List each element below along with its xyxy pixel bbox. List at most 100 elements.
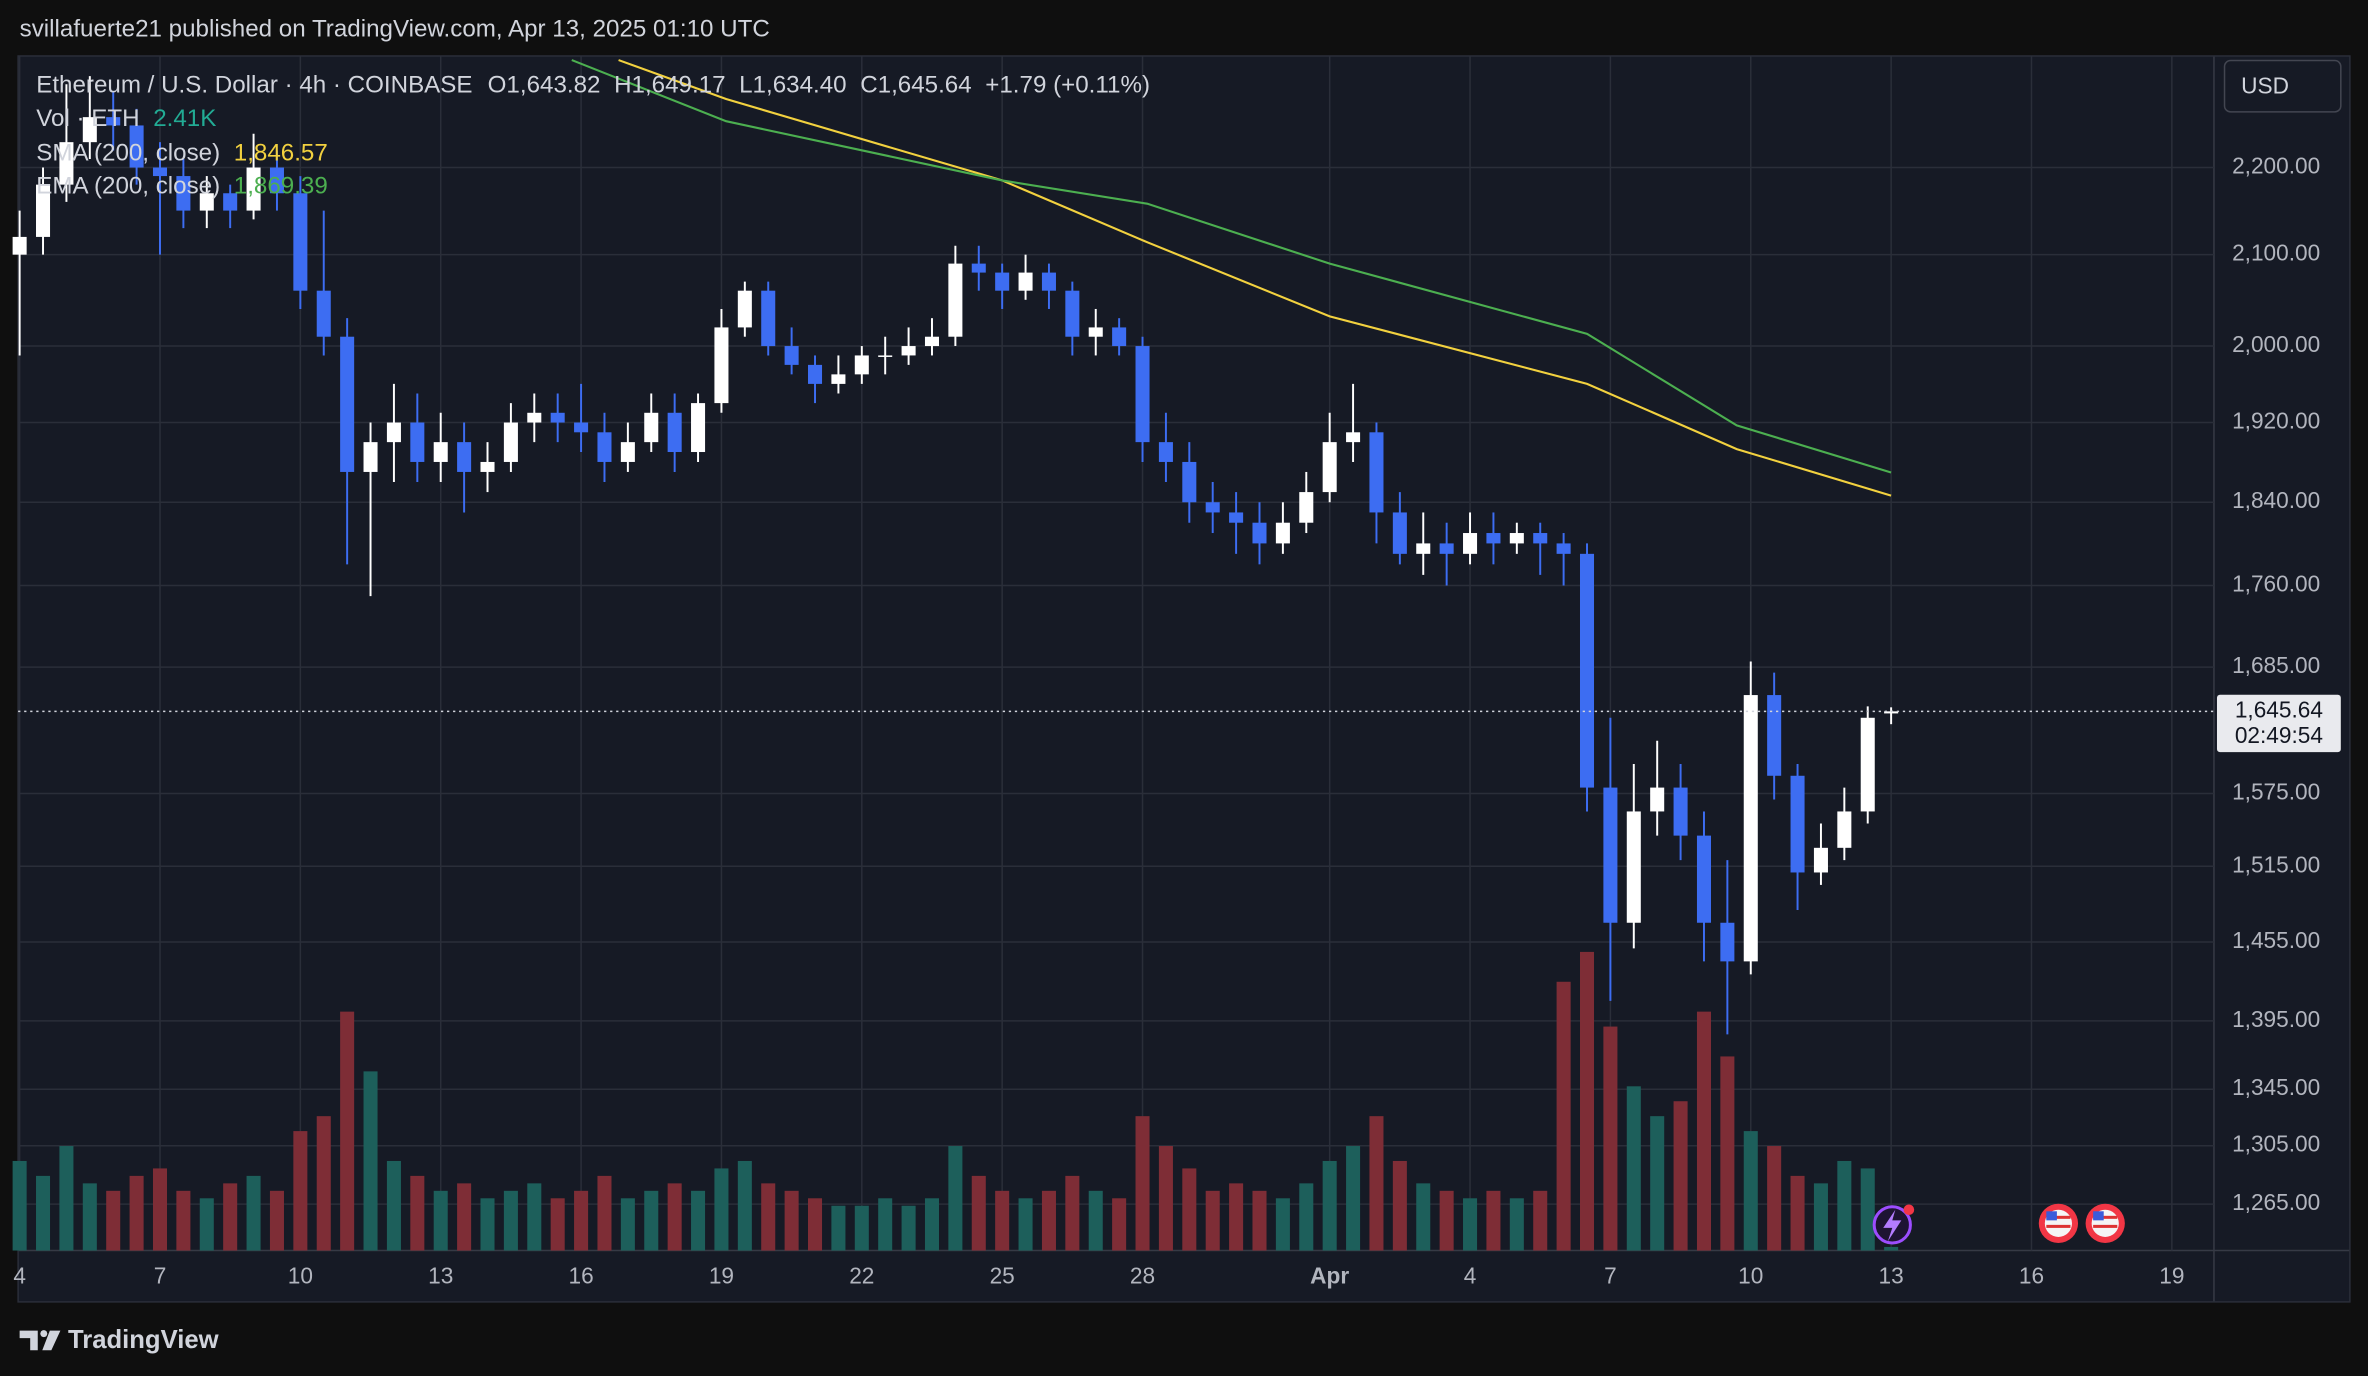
volume-bar — [386, 1160, 401, 1251]
volume-bar — [644, 1190, 659, 1251]
candle-body — [340, 336, 355, 472]
brand-logo: TradingView — [19, 1326, 219, 1354]
flag-stripe — [2046, 1215, 2071, 1219]
y-tick-label: 1,305.00 — [2232, 1131, 2320, 1157]
symbol-title: Ethereum / U.S. Dollar · 4h · COINBASE — [36, 72, 472, 99]
volume-bar — [1509, 1198, 1524, 1251]
y-tick-label: 1,575.00 — [2232, 779, 2320, 805]
currency[interactable]: USD — [2241, 73, 2289, 99]
candle-body — [199, 193, 214, 211]
volume-bar — [1346, 1146, 1361, 1251]
candle-body — [574, 422, 589, 433]
label-layer: 2,200.00 2,100.00 2,000.00 1,920.00 1,840.00… — [13, 72, 2341, 1289]
candle-body — [1018, 272, 1033, 291]
volume-bar — [129, 1175, 144, 1251]
candle-body — [480, 461, 495, 472]
x-tick-label: 10 — [288, 1263, 313, 1289]
price-tag-label: 1,645.64 — [2235, 696, 2323, 722]
volume-bar — [620, 1198, 635, 1251]
volume-bar — [737, 1160, 752, 1251]
volume-bar — [433, 1190, 448, 1251]
volume-bar — [1158, 1146, 1173, 1251]
volume-bar — [1299, 1183, 1314, 1251]
notify-dot — [1903, 1204, 1915, 1216]
candle-body — [854, 355, 869, 375]
candle-body — [1205, 502, 1220, 513]
candle-body — [1229, 512, 1244, 523]
volume-bar — [924, 1198, 940, 1251]
volume-bar — [36, 1175, 51, 1251]
legend-value: 2.41K — [153, 105, 216, 132]
candle-body — [597, 432, 612, 462]
volume-bar — [1603, 1026, 1618, 1251]
change-label: +1.79 (+0.11%) — [985, 72, 1150, 99]
volume-bar — [82, 1183, 97, 1251]
legend-value: 1,869.39 — [234, 173, 328, 200]
volume-bar — [550, 1198, 565, 1251]
volume-bar — [1065, 1175, 1080, 1251]
volume-bar — [831, 1205, 846, 1251]
candle-body — [1135, 346, 1150, 443]
volume-bar — [12, 1160, 27, 1251]
candle-body — [1650, 787, 1665, 812]
volume-bar — [1088, 1190, 1103, 1251]
event-icons — [1872, 1203, 2125, 1245]
volume-bar — [1369, 1116, 1384, 1251]
x-tick-label: 13 — [428, 1263, 453, 1289]
candle-body — [59, 142, 74, 185]
volume-bar — [59, 1146, 74, 1251]
candle-body — [1041, 272, 1056, 291]
volume-bar — [363, 1071, 378, 1251]
legend-name: SMA (200, close) — [36, 140, 220, 167]
candle-body — [1673, 787, 1688, 836]
volume-bar — [152, 1168, 168, 1251]
volume-bar — [1556, 981, 1571, 1251]
candle-body — [457, 442, 472, 472]
candle-body — [761, 290, 776, 347]
candle-body — [152, 167, 168, 177]
volume-bar — [878, 1198, 893, 1251]
candle-body — [1486, 533, 1501, 544]
candle-body — [363, 442, 378, 472]
candle-body — [1088, 327, 1103, 337]
y-tick-label: 2,000.00 — [2232, 331, 2320, 357]
candle-body — [410, 422, 425, 462]
x-tick-label: 16 — [2019, 1263, 2044, 1289]
candle-body — [1743, 695, 1758, 962]
volume-bar — [527, 1183, 542, 1251]
candle-body — [1369, 432, 1384, 513]
logo-glyph — [40, 1330, 48, 1338]
price-tag — [2216, 694, 2341, 753]
x-tick-label: 19 — [2159, 1263, 2184, 1289]
volume-bar — [1018, 1198, 1033, 1251]
volume-bar — [597, 1175, 612, 1251]
volume-bar — [223, 1183, 238, 1251]
candle-body — [1112, 327, 1127, 347]
logo-glyph — [19, 1330, 38, 1351]
flag-canton — [2046, 1211, 2057, 1221]
volume-bar — [948, 1146, 963, 1251]
candle-body — [1579, 553, 1595, 788]
x-tick-label: 22 — [849, 1263, 874, 1289]
currency-button[interactable] — [2223, 59, 2342, 113]
x-tick-label: 7 — [1604, 1263, 1617, 1289]
candle-body — [503, 422, 518, 462]
x-tick-label: 25 — [990, 1263, 1015, 1289]
flag-stripe — [2093, 1224, 2118, 1228]
volume-bar — [691, 1190, 706, 1251]
y-tick-label: 1,345.00 — [2232, 1074, 2320, 1100]
volume-bar — [971, 1175, 986, 1251]
x-tick-label: 4 — [13, 1263, 26, 1289]
volume-bar — [316, 1116, 331, 1251]
volume-bar — [1182, 1168, 1197, 1251]
candle-layer — [12, 76, 1899, 1035]
volume-layer — [12, 951, 1899, 1251]
volume-bar — [340, 1011, 355, 1251]
candle-body — [878, 355, 893, 357]
x-tick-label: 16 — [568, 1263, 593, 1289]
candle-body — [1509, 533, 1524, 544]
candle-body — [620, 442, 635, 462]
volume-bar — [1673, 1101, 1688, 1251]
volume-bar — [1229, 1183, 1244, 1251]
volume-bar — [1533, 1190, 1548, 1251]
